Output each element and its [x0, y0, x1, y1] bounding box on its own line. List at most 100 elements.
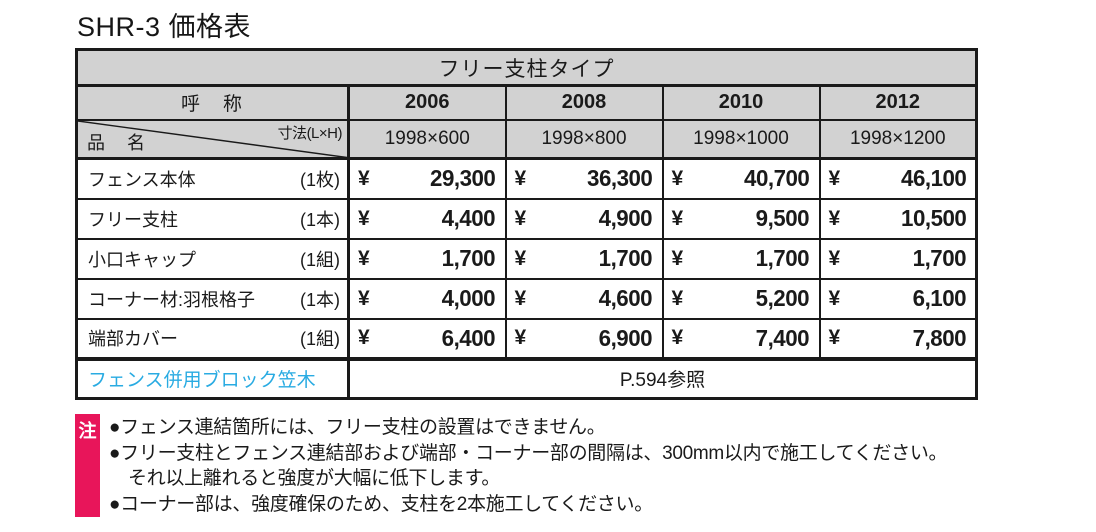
- item-name-cell: コーナー材:羽根格子 (1本): [75, 277, 350, 320]
- yen-symbol: ¥: [514, 286, 527, 310]
- size-2012: 1998×1200: [818, 118, 978, 160]
- price-cell: ¥4,600: [504, 277, 664, 320]
- yen-symbol: ¥: [828, 166, 841, 190]
- price-value: 4,000: [442, 285, 496, 311]
- block-coping-label: フェンス併用ブロック笠木: [75, 356, 350, 400]
- yen-symbol: ¥: [358, 326, 370, 349]
- price-table: フリー支柱タイプ 呼 称 2006 2008 2010 2012 寸法(L×H)…: [75, 48, 979, 400]
- table-row-end-cover: 端部カバー (1組) ¥6,400 ¥6,900 ¥7,400 ¥7,800: [75, 317, 978, 360]
- price-cell: ¥1,700: [347, 237, 507, 280]
- price-cell: ¥46,100: [818, 157, 978, 200]
- note-item: ●コーナー部は、強度確保のため、支柱を2本施工してください。: [109, 493, 653, 515]
- yen-symbol: ¥: [358, 246, 370, 270]
- page-reference: P.594参照: [346, 356, 978, 400]
- table-row-corner-material: コーナー材:羽根格子 (1本) ¥4,000 ¥4,600 ¥5,200 ¥6,…: [75, 277, 978, 320]
- note-item: ●フリー支柱とフェンス連結部および端部・コーナー部の間隔は、300mm以内で施工…: [109, 442, 948, 464]
- price-value: 1,700: [756, 245, 810, 271]
- yen-symbol: ¥: [514, 206, 527, 230]
- table-row-free-post: フリー支柱 (1本) ¥4,400 ¥4,900 ¥9,500 ¥10,500: [75, 197, 978, 240]
- price-value: 4,600: [599, 285, 653, 311]
- yen-symbol: ¥: [828, 206, 841, 230]
- column-header-2008: 2008: [504, 84, 664, 120]
- yen-symbol: ¥: [671, 286, 684, 310]
- price-cell: ¥4,900: [504, 197, 664, 240]
- price-cell: ¥4,400: [347, 197, 507, 240]
- price-cell: ¥6,100: [818, 277, 978, 320]
- price-value: 40,700: [744, 165, 810, 192]
- item-name: 端部カバー: [88, 329, 178, 349]
- price-cell: ¥40,700: [661, 157, 821, 200]
- item-name: フェンス本体: [88, 169, 196, 190]
- item-name-cell: 小口キャップ (1組): [75, 237, 350, 280]
- yen-symbol: ¥: [514, 326, 527, 349]
- yen-symbol: ¥: [358, 286, 370, 310]
- yen-symbol: ¥: [671, 246, 684, 270]
- price-value: 1,700: [442, 245, 496, 271]
- price-value: 6,100: [912, 285, 967, 311]
- size-2010: 1998×1000: [661, 118, 821, 160]
- price-value: 7,400: [756, 324, 810, 351]
- yen-symbol: ¥: [828, 246, 841, 270]
- yen-symbol: ¥: [671, 326, 684, 349]
- table-row-fence-body: フェンス本体 (1枚) ¥29,300 ¥36,300 ¥40,700 ¥46,…: [75, 157, 978, 200]
- table-size-header-row: 寸法(L×H) 品 名 1998×600 1998×800 1998×1000 …: [75, 118, 978, 160]
- price-cell: ¥36,300: [504, 157, 664, 200]
- price-value: 7,800: [912, 324, 967, 351]
- price-value: 4,900: [599, 205, 653, 231]
- price-value: 5,200: [756, 285, 810, 311]
- item-name: コーナー材:羽根格子: [88, 289, 256, 310]
- price-value: 1,700: [912, 245, 967, 271]
- column-header-2012: 2012: [818, 84, 978, 120]
- item-unit: (1組): [300, 329, 340, 349]
- diagonal-line: [78, 121, 347, 158]
- price-cell: ¥6,900: [504, 317, 664, 360]
- yen-symbol: ¥: [514, 246, 527, 270]
- price-cell: ¥7,400: [661, 317, 821, 360]
- price-value: 29,300: [430, 165, 496, 192]
- size-2006: 1998×600: [347, 118, 507, 160]
- price-cell: ¥10,500: [818, 197, 978, 240]
- item-unit: (1本): [300, 289, 340, 310]
- product-name-label: 品 名: [87, 133, 147, 153]
- price-cell: ¥9,500: [661, 197, 821, 240]
- item-name: フリー支柱: [88, 209, 178, 230]
- table-type-header-row: フリー支柱タイプ: [75, 48, 978, 87]
- size-2008: 1998×800: [504, 118, 664, 160]
- table-footer-row: フェンス併用ブロック笠木 P.594参照: [75, 356, 978, 400]
- notes-section: 注 ●フェンス連結箇所には、フリー支柱の設置はできません。 ●フリー支柱とフェン…: [75, 414, 948, 517]
- column-header-2010: 2010: [661, 84, 821, 120]
- price-value: 36,300: [587, 165, 653, 192]
- note-badge: 注: [75, 414, 100, 517]
- type-header: フリー支柱タイプ: [75, 48, 978, 87]
- price-value: 6,400: [442, 324, 496, 351]
- yen-symbol: ¥: [358, 166, 370, 190]
- item-name: 小口キャップ: [88, 249, 196, 270]
- item-name-cell: フリー支柱 (1本): [75, 197, 350, 240]
- yen-symbol: ¥: [671, 166, 684, 190]
- price-cell: ¥1,700: [661, 237, 821, 280]
- price-value: 9,500: [756, 205, 810, 231]
- page-title: SHR-3 価格表: [77, 12, 252, 42]
- yen-symbol: ¥: [828, 286, 841, 310]
- price-cell: ¥29,300: [347, 157, 507, 200]
- price-value: 1,700: [599, 245, 653, 271]
- yen-symbol: ¥: [514, 166, 527, 190]
- note-item-continuation: それ以上離れると強度が大幅に低下します。: [128, 468, 501, 489]
- price-cell: ¥5,200: [661, 277, 821, 320]
- price-cell: ¥7,800: [818, 317, 978, 360]
- price-cell: ¥4,000: [347, 277, 507, 320]
- price-value: 6,900: [599, 324, 653, 351]
- price-value: 46,100: [900, 165, 967, 192]
- diagonal-header-cell: 寸法(L×H) 品 名: [75, 118, 350, 160]
- dimension-label: 寸法(L×H): [277, 124, 343, 142]
- yen-symbol: ¥: [671, 206, 684, 230]
- table-year-header-row: 呼 称 2006 2008 2010 2012: [75, 84, 978, 120]
- yen-symbol: ¥: [358, 206, 370, 230]
- price-cell: ¥6,400: [347, 317, 507, 360]
- price-cell: ¥1,700: [504, 237, 664, 280]
- column-header-name: 呼 称: [75, 84, 350, 120]
- yen-symbol: ¥: [828, 326, 841, 349]
- item-name-cell: フェンス本体 (1枚): [75, 157, 350, 200]
- note-item: ●フェンス連結箇所には、フリー支柱の設置はできません。: [109, 417, 606, 438]
- note-lines: ●フェンス連結箇所には、フリー支柱の設置はできません。 ●フリー支柱とフェンス連…: [109, 414, 948, 517]
